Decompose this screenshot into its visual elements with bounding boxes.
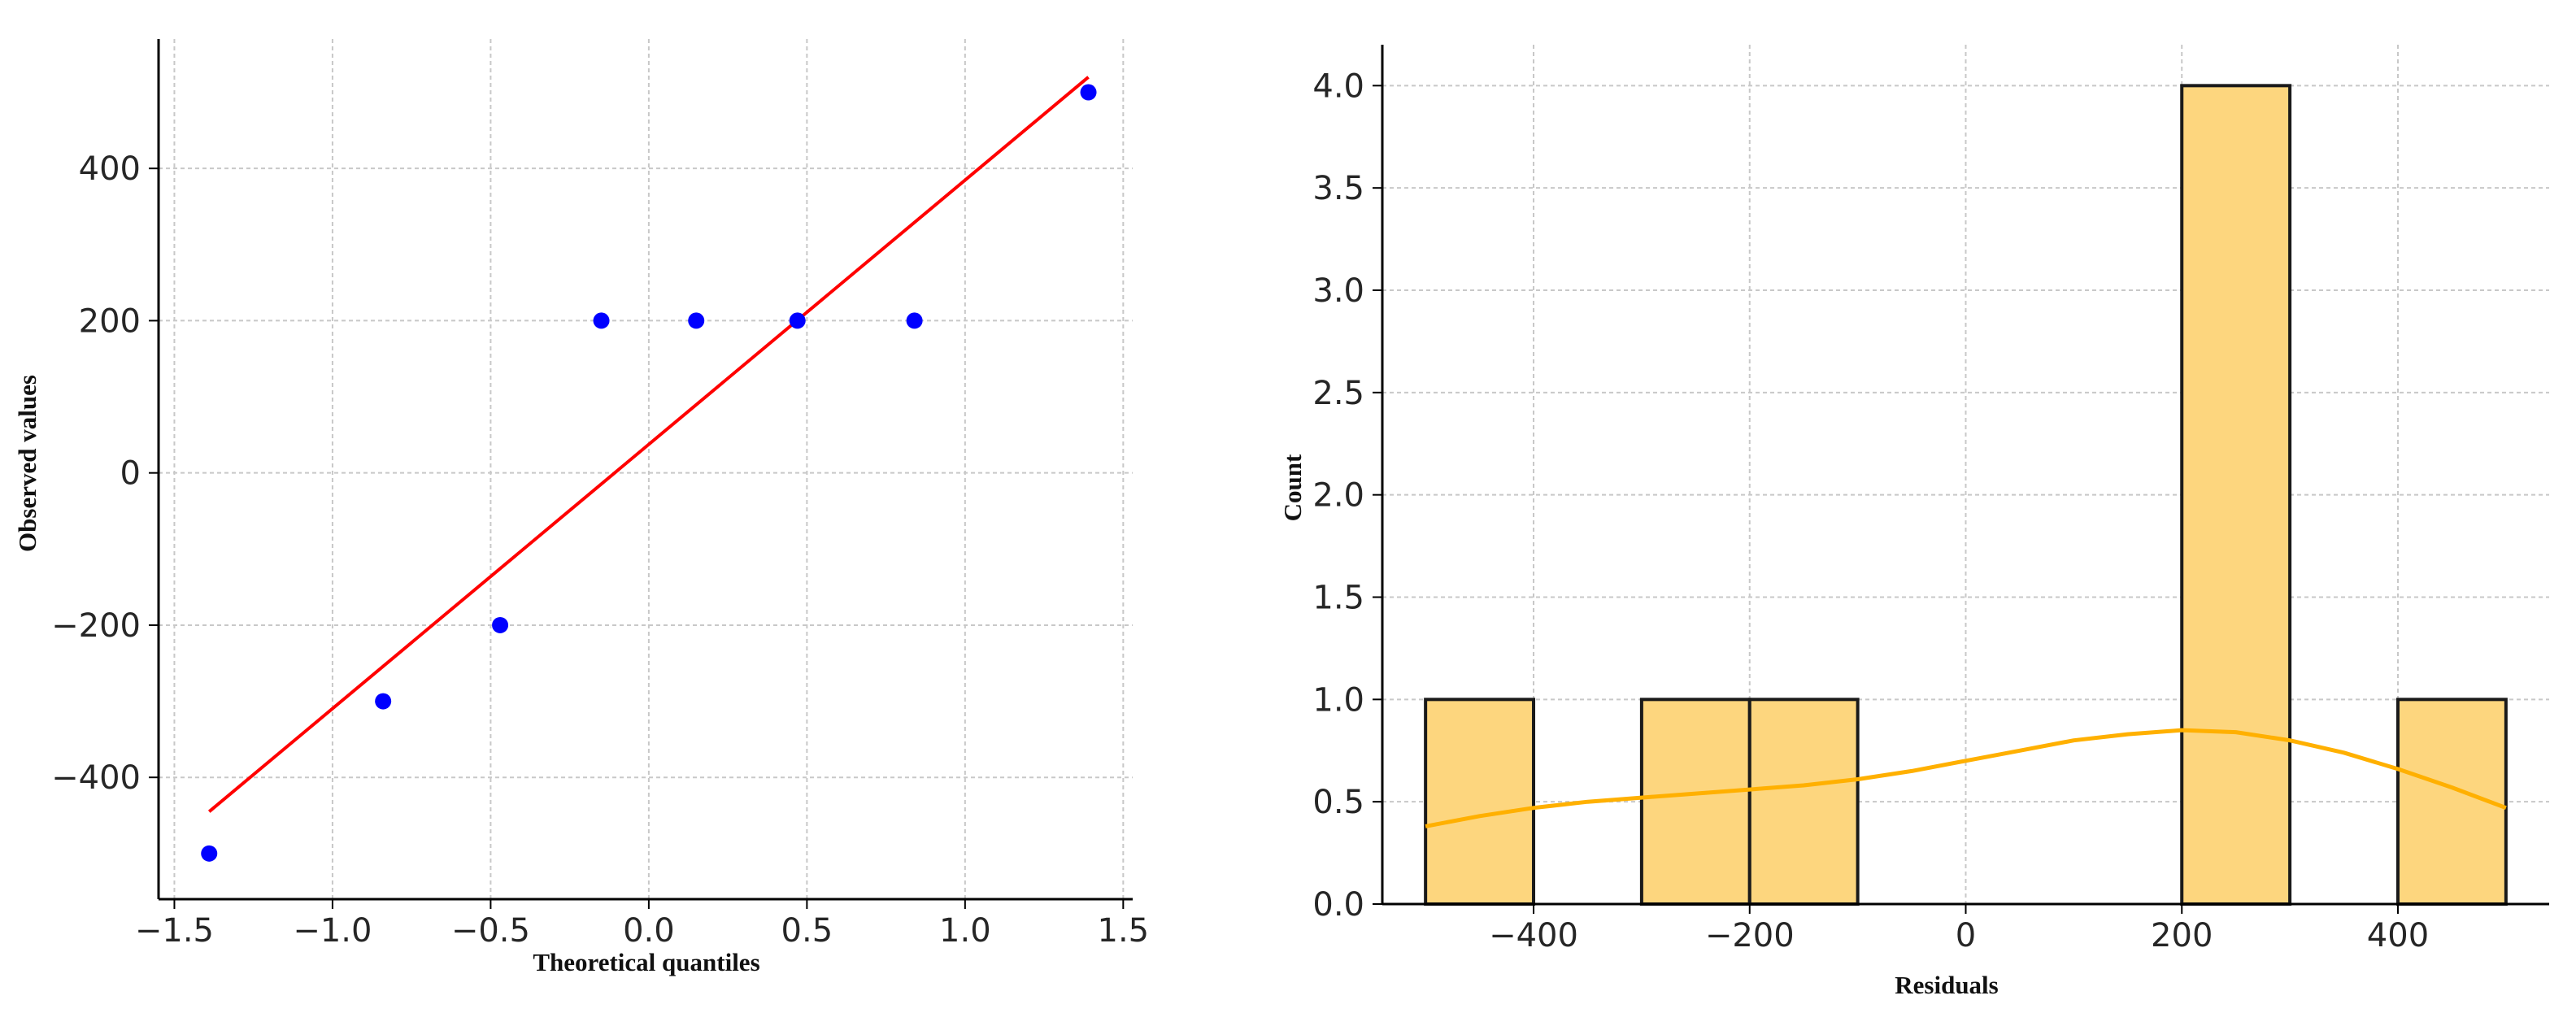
- histogram-x-tick-label: −400: [1489, 917, 1578, 954]
- histogram-bar: [1639, 698, 1751, 906]
- histogram-x-tick-label: −200: [1705, 917, 1795, 954]
- histogram-x-tick-label: 200: [2151, 917, 2213, 954]
- qq-point: [1080, 84, 1097, 101]
- histogram-y-tick-label: 3.0: [1312, 272, 1364, 310]
- histogram-y-tick-label: 2.0: [1312, 477, 1364, 515]
- qq-point: [906, 312, 923, 329]
- qq-points: [201, 84, 1097, 862]
- histogram-y-tick-label: 1.5: [1312, 580, 1364, 617]
- qq-x-tick-label: 0.0: [623, 912, 675, 950]
- qq-y-tick-label: −400: [51, 759, 141, 797]
- histogram-kde-line: [1425, 728, 2507, 828]
- histogram-bar: [1424, 698, 1536, 906]
- histogram-y-tick-label: 0.5: [1312, 784, 1364, 821]
- histogram-y-axis-title: Count: [1278, 454, 1307, 521]
- qq-tick-labels: −1.5 −1.0 −0.5 0.0 0.5 1.0 1.5 −400 −200 0 200 400: [51, 150, 1149, 950]
- qq-point: [492, 616, 509, 633]
- qq-y-tick-label: 0: [120, 455, 141, 493]
- qq-fit-line-group: [207, 76, 1090, 813]
- histogram-y-tick-label: 4.0: [1312, 67, 1364, 105]
- qq-y-tick-label: 200: [79, 302, 141, 340]
- histogram-plot: −400 −200 0 200 400 0.0 0.5 1.0 1.5 2.0 2.5 3.0 3.5 4…: [1278, 45, 2549, 999]
- histogram-y-tick-label: 1.0: [1312, 681, 1364, 719]
- histogram-bars: [1424, 84, 2508, 906]
- histogram-y-tick-label: 3.5: [1312, 170, 1364, 207]
- qq-point: [201, 845, 218, 862]
- histogram-bar: [2180, 84, 2292, 906]
- qq-point: [688, 312, 705, 329]
- histogram-y-tick-label: 2.5: [1312, 375, 1364, 412]
- histogram-y-tick-label: 0.0: [1312, 886, 1364, 924]
- qq-point: [375, 693, 392, 710]
- histogram-kde-group: [1425, 728, 2507, 828]
- histogram-x-tick-label: 0: [1956, 917, 1976, 954]
- histogram-axes: [1373, 45, 2549, 914]
- qq-x-tick-label: 1.0: [939, 912, 991, 950]
- histogram-x-tick-label: 400: [2367, 917, 2429, 954]
- histogram-grid: [1382, 45, 2549, 905]
- qq-plot: −1.5 −1.0 −0.5 0.0 0.5 1.0 1.5−400−2000200400 …: [13, 39, 1149, 976]
- qq-x-tick-label: 1.5: [1098, 912, 1150, 950]
- qq-fit-line: [207, 76, 1090, 813]
- qq-point: [789, 312, 806, 329]
- histogram-x-axis-title: Residuals: [1895, 971, 1998, 999]
- qq-x-tick-label: 0.5: [781, 912, 833, 950]
- qq-x-axis-title: Theoretical quantiles: [533, 948, 759, 976]
- histogram-bar: [1747, 698, 1860, 906]
- histogram-tick-labels: −400 −200 0 200 400 0.0 0.5 1.0 1.5 2.0 2.5 3.0 3.5 4…: [1312, 67, 2429, 954]
- qq-y-tick-label: 400: [79, 150, 141, 188]
- qq-grid: [159, 39, 1133, 899]
- qq-x-tick-label: −0.5: [451, 912, 530, 950]
- qq-point: [593, 312, 610, 329]
- qq-x-tick-label: −1.5: [135, 912, 214, 950]
- qq-y-tick-label: −200: [51, 607, 141, 645]
- qq-axes: [149, 39, 1133, 909]
- qq-y-axis-title: Observed values: [13, 375, 41, 552]
- qq-x-tick-label: −1.0: [293, 912, 372, 950]
